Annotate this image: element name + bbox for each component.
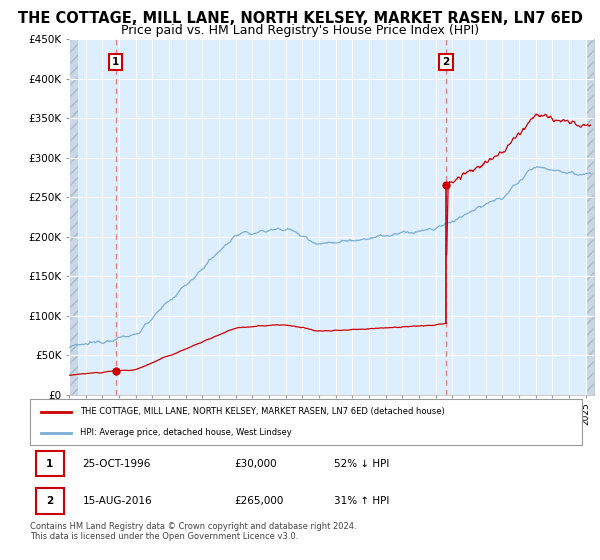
Text: 15-AUG-2016: 15-AUG-2016	[82, 496, 152, 506]
Text: 2: 2	[46, 496, 53, 506]
Text: THE COTTAGE, MILL LANE, NORTH KELSEY, MARKET RASEN, LN7 6ED (detached house): THE COTTAGE, MILL LANE, NORTH KELSEY, MA…	[80, 407, 445, 416]
Text: 25-OCT-1996: 25-OCT-1996	[82, 459, 151, 469]
FancyBboxPatch shape	[30, 399, 582, 445]
Text: 31% ↑ HPI: 31% ↑ HPI	[334, 496, 389, 506]
Text: 1: 1	[46, 459, 53, 469]
Text: 2: 2	[442, 57, 449, 67]
Bar	[69, 39, 78, 395]
Text: £30,000: £30,000	[234, 459, 277, 469]
Text: HPI: Average price, detached house, West Lindsey: HPI: Average price, detached house, West…	[80, 428, 292, 437]
FancyBboxPatch shape	[35, 488, 64, 514]
Text: Contains HM Land Registry data © Crown copyright and database right 2024.
This d: Contains HM Land Registry data © Crown c…	[30, 522, 356, 542]
Text: THE COTTAGE, MILL LANE, NORTH KELSEY, MARKET RASEN, LN7 6ED: THE COTTAGE, MILL LANE, NORTH KELSEY, MA…	[17, 11, 583, 26]
Text: 52% ↓ HPI: 52% ↓ HPI	[334, 459, 389, 469]
Bar	[587, 39, 594, 395]
Text: 1: 1	[112, 57, 119, 67]
Text: Price paid vs. HM Land Registry's House Price Index (HPI): Price paid vs. HM Land Registry's House …	[121, 24, 479, 36]
FancyBboxPatch shape	[35, 451, 64, 477]
Text: £265,000: £265,000	[234, 496, 284, 506]
Bar	[69, 39, 78, 395]
